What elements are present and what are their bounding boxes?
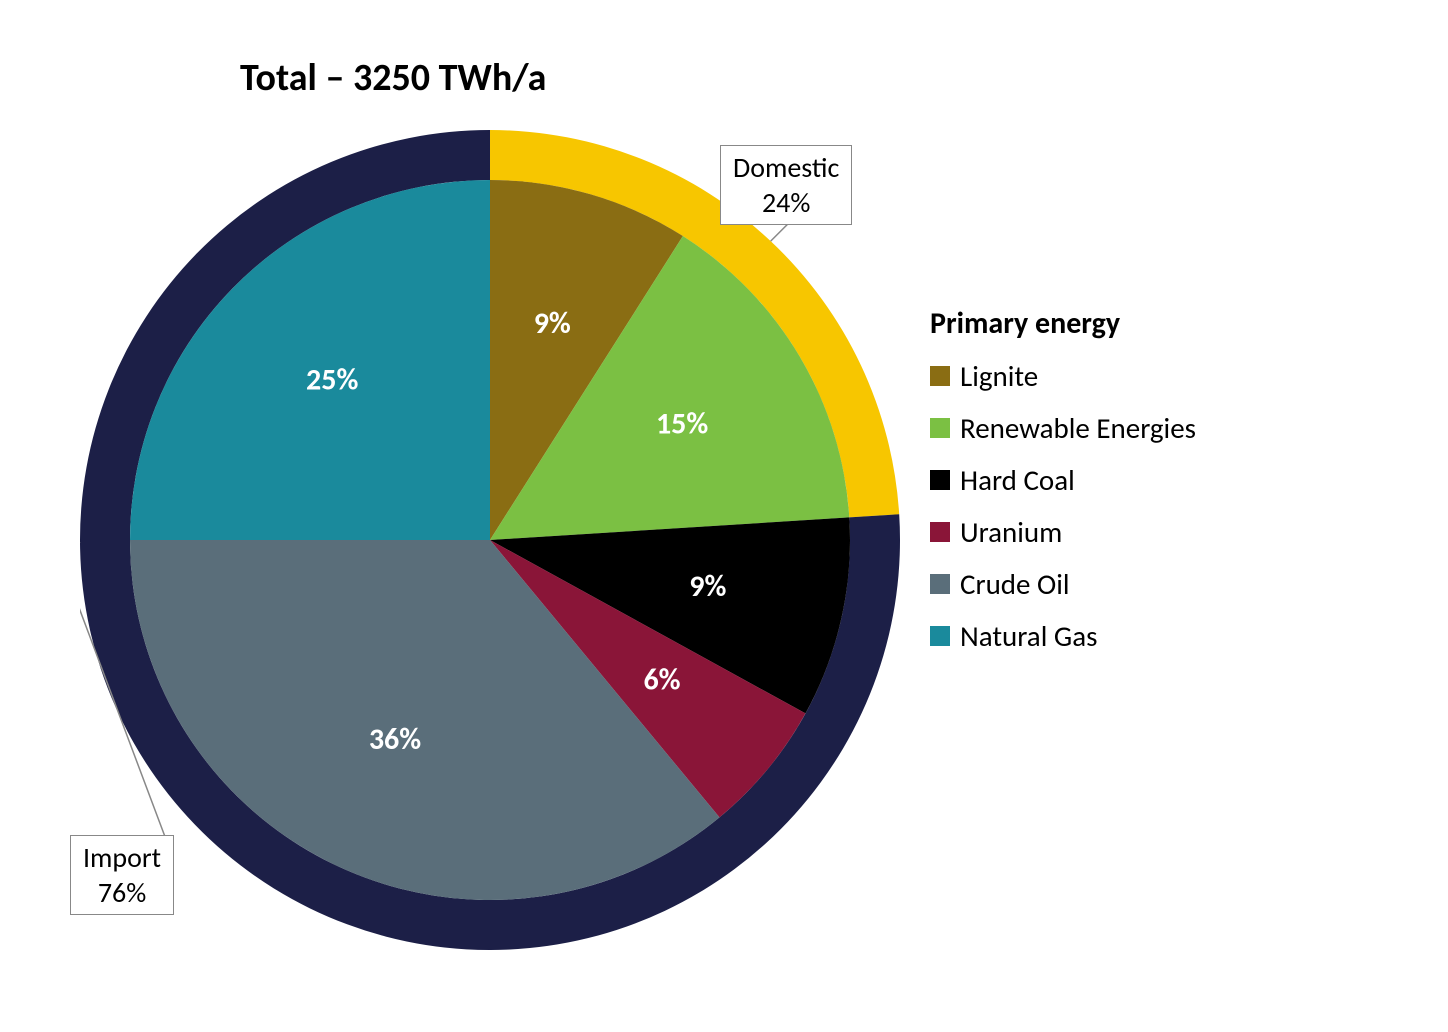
slice-label-renewable-energies: 15% [656, 406, 708, 443]
slice-label-natural-gas: 25% [306, 361, 358, 398]
legend-label: Hard Coal [960, 462, 1075, 498]
legend: Primary energy Lignite Renewable Energies… [930, 305, 1196, 670]
legend-swatch [930, 626, 950, 646]
callout-import-value: 76% [83, 875, 161, 910]
legend-label: Uranium [960, 514, 1062, 550]
callout-domestic-value: 24% [733, 185, 839, 220]
legend-item-natural-gas: Natural Gas [930, 618, 1196, 654]
legend-swatch [930, 418, 950, 438]
legend-swatch [930, 470, 950, 490]
legend-swatch [930, 574, 950, 594]
legend-label: Natural Gas [960, 618, 1097, 654]
callout-domestic-label: Domestic [733, 150, 839, 185]
callout-domestic: Domestic 24% [720, 145, 852, 225]
legend-item-renewable-energies: Renewable Energies [930, 410, 1196, 446]
slice-label-uranium: 6% [643, 662, 680, 699]
pie-svg: 9% 15% 9% 6% 36% 25% [80, 130, 900, 950]
chart-title: Total – 3250 TWh/a [240, 55, 546, 101]
legend-swatch [930, 522, 950, 542]
legend-label: Lignite [960, 358, 1038, 394]
legend-item-lignite: Lignite [930, 358, 1196, 394]
slice-label-crude-oil: 36% [369, 721, 421, 758]
pie-chart: 9% 15% 9% 6% 36% 25% [80, 130, 900, 950]
legend-item-crude-oil: Crude Oil [930, 566, 1196, 602]
slice-natural-gas [130, 180, 490, 540]
inner-slices [130, 180, 850, 900]
slice-label-lignite: 9% [534, 305, 571, 342]
callout-import: Import 76% [70, 835, 174, 915]
legend-item-uranium: Uranium [930, 514, 1196, 550]
legend-swatch [930, 366, 950, 386]
callout-import-label: Import [83, 840, 161, 875]
legend-items: Lignite Renewable Energies Hard Coal Uraniu… [930, 358, 1196, 654]
slice-label-hard-coal: 9% [689, 568, 726, 605]
legend-item-hard-coal: Hard Coal [930, 462, 1196, 498]
legend-label: Renewable Energies [960, 410, 1196, 446]
legend-label: Crude Oil [960, 566, 1070, 602]
legend-title: Primary energy [930, 305, 1196, 342]
